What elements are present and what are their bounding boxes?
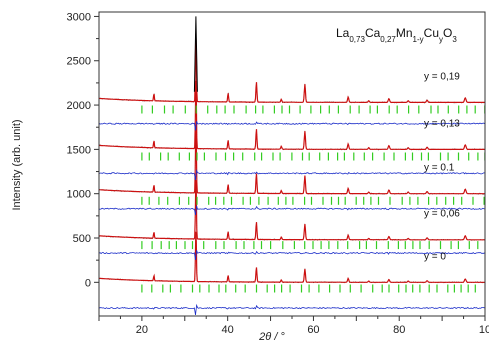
x-tick-label: 20 <box>136 324 148 336</box>
plot-area <box>98 16 486 316</box>
y-tick-label: 2000 <box>67 100 91 112</box>
y-axis-ticks: 0 500 1000 1500 2000 2500 3000 <box>67 11 99 289</box>
main-peak-line <box>193 16 198 92</box>
reflection-marks-1 <box>141 241 479 250</box>
x-tick-label: 80 <box>393 324 405 336</box>
calculated-line-1 <box>99 180 485 241</box>
series-1 <box>98 179 486 261</box>
series-label: y = 0 <box>424 251 446 262</box>
chart-formula-label: La0,73Ca0,27Mn1-yCuyO3 <box>336 26 457 44</box>
series-4 <box>98 33 486 131</box>
observed-line-3 <box>98 80 485 151</box>
reflection-marks-3 <box>141 152 486 161</box>
calculated-line-0 <box>98 231 485 283</box>
x-tick-label: 40 <box>222 324 234 336</box>
series-label: y = 0,19 <box>424 71 460 82</box>
difference-line-2 <box>99 205 486 216</box>
series-labels: y = 0 y = 0,06 y = 0.1 y = 0,13 y = 0,19 <box>424 71 460 262</box>
x-tick-label: 10 <box>479 324 489 336</box>
y-tick-label: 1500 <box>67 144 91 156</box>
series-2 <box>99 124 486 216</box>
calculated-line-2 <box>99 125 485 195</box>
y-tick-label: 0 <box>85 277 91 289</box>
y-tick-label: 2500 <box>67 56 91 68</box>
calculated-line-4 <box>99 33 485 103</box>
y-axis-label: Intensity (arb. unit) <box>11 119 23 210</box>
calculated-line-3 <box>99 80 485 150</box>
series-0 <box>98 231 486 316</box>
difference-line-4 <box>98 121 486 131</box>
x-axis-label: 2θ / ° <box>258 331 285 343</box>
series-label: y = 0,06 <box>424 209 460 220</box>
reflection-marks-0 <box>141 284 476 293</box>
reflection-marks-4 <box>141 105 486 114</box>
y-tick-label: 3000 <box>67 11 91 23</box>
x-axis-ticks: 20 40 60 80 10 <box>98 316 489 336</box>
observed-line-4 <box>98 33 485 104</box>
y-tick-label: 1000 <box>67 189 91 201</box>
reflection-marks-2 <box>141 196 485 205</box>
difference-line-3 <box>98 168 486 181</box>
difference-line-1 <box>98 250 486 261</box>
x-tick-label: 60 <box>307 324 319 336</box>
y-tick-label: 500 <box>73 233 91 245</box>
series-label: y = 0.1 <box>424 163 455 174</box>
series-label: y = 0,13 <box>424 118 460 129</box>
difference-line-0 <box>98 303 486 316</box>
series-3 <box>98 80 486 181</box>
